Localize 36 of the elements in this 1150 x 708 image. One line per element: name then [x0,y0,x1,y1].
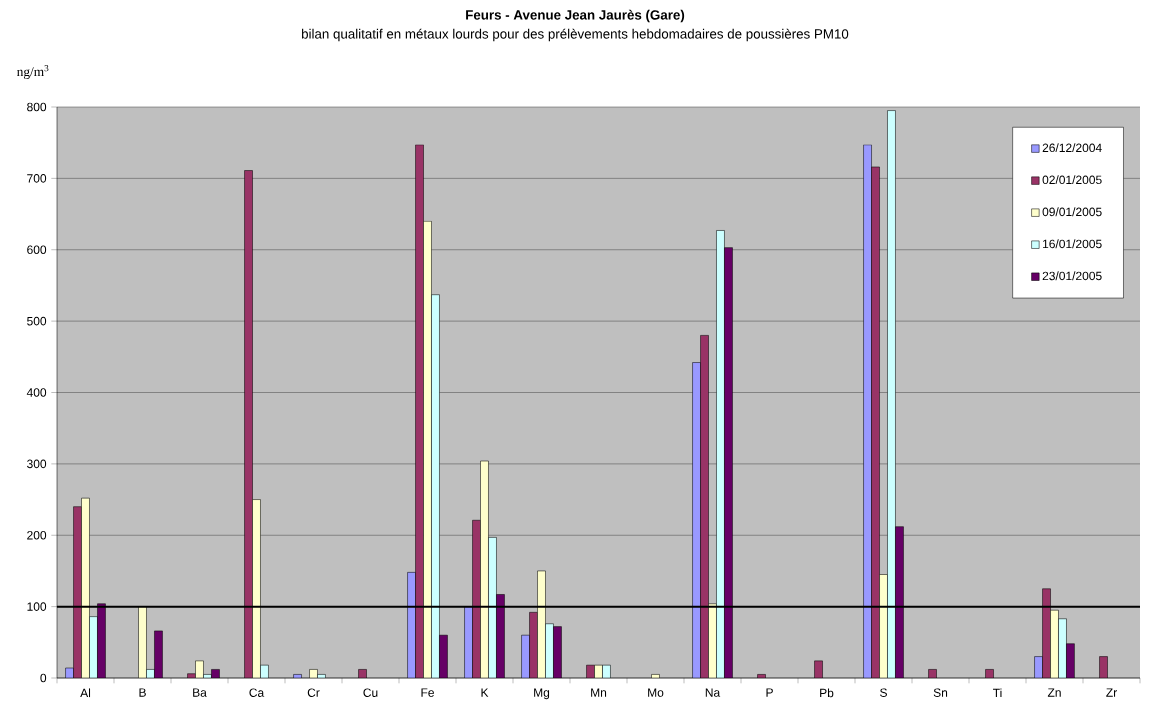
x-tick-label: Al [80,688,91,698]
x-tick-label: K [481,688,489,697]
y-tick-label: 0 [40,673,47,683]
legend-label: 26/12/2004 [1042,143,1102,153]
y-tick-label: 800 [27,102,47,112]
x-tick-label: B [139,688,146,697]
x-tick-label: Na [705,688,721,697]
x-tick-label: Mn [591,688,607,697]
x-tick-label: Cu [363,688,378,697]
x-tick-label: Mo [648,688,664,697]
y-axis-title: ng/m$^{3}$ [17,65,49,79]
y-tick-label: 700 [27,174,47,183]
y-tick-label: 400 [26,388,47,397]
x-tick-label: Cr [307,688,320,697]
y-tick-label: 600 [27,245,47,255]
x-tick-label: Mg [534,688,550,700]
y-tick-label: 500 [27,316,47,326]
y-tick-label: 300 [27,459,47,469]
x-tick-label: Ti [993,688,1002,698]
chart-title: Feurs - Avenue Jean Jaurès (Gare) [466,9,685,23]
x-tick-label: P [766,688,773,697]
y-tick-label: 100 [27,602,47,611]
x-tick-label: Zr [1106,688,1117,697]
x-tick-label: Ca [249,688,265,697]
x-tick-label: S [880,688,887,697]
y-tick-label: 200 [27,531,47,540]
x-tick-label: Pb [820,688,834,698]
chart-subtitle: bilan qualitatif en métaux lourds pour des prélèvements hebdomadaires de poussières PM10 [302,28,849,42]
legend-label: 23/01/2005 [1042,271,1102,281]
legend-label: 09/01/2005 [1042,207,1102,217]
x-tick-label: Zn [1047,688,1061,697]
x-tick-label: Sn [933,688,948,697]
legend-label: 16/01/2005 [1043,239,1102,249]
legend-label: 02/01/2005 [1042,175,1102,185]
x-tick-label: Fe [421,688,434,697]
x-tick-label: Ba [193,688,207,697]
